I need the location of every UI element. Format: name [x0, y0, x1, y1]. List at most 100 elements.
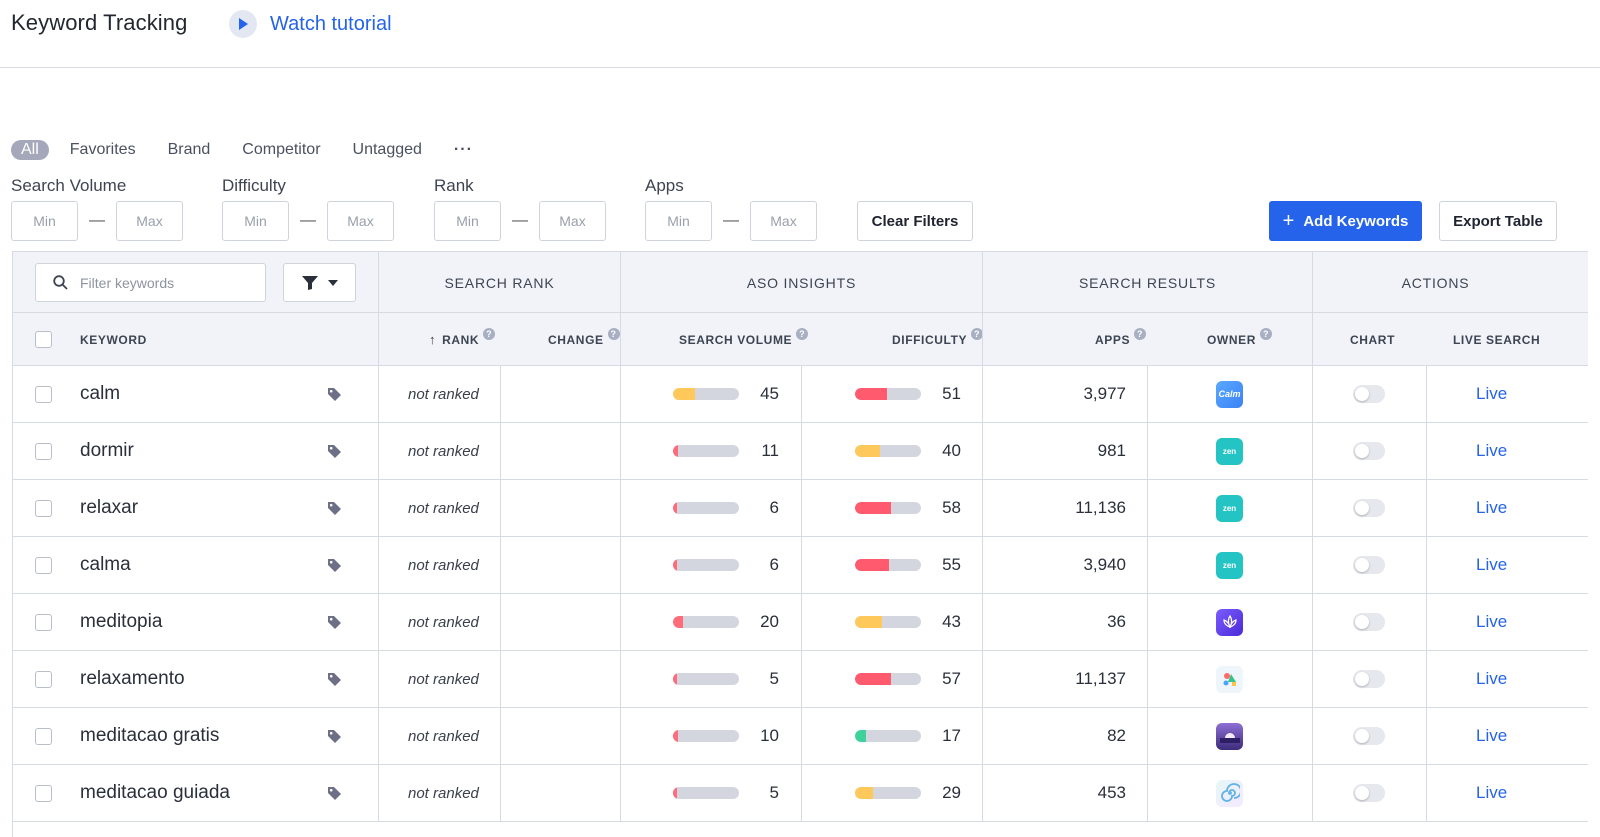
- difficulty-bar-fill: [855, 388, 887, 400]
- chart-toggle[interactable]: [1353, 784, 1385, 802]
- play-icon: [229, 10, 257, 38]
- tag-icon[interactable]: [327, 651, 342, 707]
- col-rank[interactable]: ↑ RANK ?: [429, 313, 496, 366]
- row-checkbox[interactable]: [35, 614, 52, 631]
- tag-icon[interactable]: [327, 708, 342, 764]
- apps-max-input[interactable]: [750, 201, 817, 241]
- chart-toggle[interactable]: [1353, 613, 1385, 631]
- tag-all[interactable]: All: [11, 140, 49, 160]
- chart-toggle[interactable]: [1353, 727, 1385, 745]
- col-apps[interactable]: APPS ?: [1095, 313, 1147, 366]
- rank-value: not ranked: [408, 499, 479, 517]
- live-search-link[interactable]: Live: [1476, 555, 1508, 574]
- chart-toggle[interactable]: [1353, 499, 1385, 517]
- row-checkbox[interactable]: [35, 728, 52, 745]
- row-checkbox[interactable]: [35, 500, 52, 517]
- search-volume-min-input[interactable]: [11, 201, 78, 241]
- help-icon[interactable]: ?: [607, 327, 620, 340]
- row-checkbox[interactable]: [35, 443, 52, 460]
- tag-competitor[interactable]: Competitor: [242, 141, 321, 158]
- more-tags-button[interactable]: ···: [453, 141, 473, 158]
- col-change[interactable]: CHANGE ?: [548, 313, 620, 366]
- table-row[interactable]: meditacao guiada not ranked 5 29 453 Live: [13, 765, 1588, 822]
- col-owner[interactable]: OWNER ?: [1207, 313, 1272, 366]
- tag-icon[interactable]: [327, 537, 342, 593]
- chart-toggle[interactable]: [1353, 556, 1385, 574]
- tag-icon[interactable]: [327, 765, 342, 821]
- table-row[interactable]: meditacao gratis not ranked 10 17 82 Live: [13, 708, 1588, 765]
- filter-keywords-box[interactable]: [35, 263, 266, 302]
- owner-app-icon[interactable]: [1216, 779, 1243, 807]
- tag-filter-dropdown[interactable]: [283, 263, 356, 302]
- chart-toggle[interactable]: [1353, 442, 1385, 460]
- help-icon[interactable]: ?: [971, 327, 984, 340]
- table-row[interactable]: dormir not ranked 11 40 981 zen Live: [13, 423, 1588, 480]
- owner-icon-label: zen: [1222, 446, 1237, 456]
- clear-filters-label: Clear Filters: [871, 212, 959, 230]
- table-row[interactable]: calm not ranked 45 51 3,977 Calm Live: [13, 366, 1588, 423]
- owner-app-icon[interactable]: [1216, 608, 1243, 636]
- filter-keywords-input[interactable]: [80, 274, 250, 291]
- apps-min-input[interactable]: [645, 201, 712, 241]
- tag-favorites[interactable]: Favorites: [69, 141, 136, 158]
- search-volume-value: 10: [760, 726, 779, 745]
- owner-icon-label: zen: [1222, 560, 1237, 570]
- rank-min-input[interactable]: [434, 201, 501, 241]
- live-search-link[interactable]: Live: [1476, 384, 1508, 403]
- tag-icon[interactable]: [327, 423, 342, 479]
- watch-tutorial-link[interactable]: Watch tutorial: [229, 10, 392, 38]
- difficulty-bar: [855, 559, 921, 571]
- live-search-link[interactable]: Live: [1476, 441, 1508, 460]
- col-search-volume[interactable]: SEARCH VOLUME ?: [679, 313, 809, 366]
- select-all-checkbox[interactable]: [35, 331, 52, 348]
- search-volume-max-input[interactable]: [116, 201, 183, 241]
- chart-toggle[interactable]: [1353, 670, 1385, 688]
- tag-icon[interactable]: [327, 366, 342, 422]
- col-difficulty[interactable]: DIFFICULTY ?: [892, 313, 984, 366]
- live-search-link[interactable]: Live: [1476, 669, 1508, 688]
- difficulty-bar: [855, 673, 921, 685]
- apps-count: 36: [1107, 612, 1126, 631]
- tag-icon[interactable]: [327, 594, 342, 650]
- difficulty-max-input[interactable]: [327, 201, 394, 241]
- col-keyword[interactable]: KEYWORD: [80, 332, 147, 347]
- live-search-link[interactable]: Live: [1476, 783, 1508, 802]
- tag-icon[interactable]: [327, 480, 342, 536]
- help-icon[interactable]: ?: [796, 327, 809, 340]
- page-title: Keyword Tracking: [11, 10, 188, 35]
- chart-toggle[interactable]: [1353, 385, 1385, 403]
- owner-app-icon[interactable]: [1216, 665, 1243, 693]
- owner-app-icon[interactable]: zen: [1216, 437, 1243, 465]
- owner-app-icon[interactable]: Calm: [1216, 380, 1243, 408]
- live-search-link[interactable]: Live: [1476, 612, 1508, 631]
- top-bar: Keyword Tracking Watch tutorial: [0, 0, 1600, 68]
- owner-app-icon[interactable]: [1216, 722, 1243, 750]
- row-checkbox[interactable]: [35, 785, 52, 802]
- row-checkbox[interactable]: [35, 671, 52, 688]
- clear-filters-button[interactable]: Clear Filters: [857, 201, 973, 241]
- group-actions: ACTIONS: [1312, 252, 1558, 313]
- row-checkbox[interactable]: [35, 386, 52, 403]
- table-row[interactable]: relaxamento not ranked 5 57 11,137 Live: [13, 651, 1588, 708]
- rank-max-input[interactable]: [539, 201, 606, 241]
- search-volume-value: 11: [761, 441, 779, 460]
- table-row[interactable]: relaxar not ranked 6 58 11,136 zen Live: [13, 480, 1588, 537]
- difficulty-bar-fill: [855, 673, 891, 685]
- table-row[interactable]: meditopia not ranked 20 43 36 Live: [13, 594, 1588, 651]
- export-table-button[interactable]: Export Table: [1439, 201, 1557, 241]
- row-checkbox[interactable]: [35, 557, 52, 574]
- live-search-link[interactable]: Live: [1476, 726, 1508, 745]
- help-icon[interactable]: ?: [483, 327, 496, 340]
- lotus-icon: [1222, 615, 1237, 629]
- apps-count: 3,977: [1083, 384, 1126, 403]
- add-keywords-button[interactable]: + Add Keywords: [1269, 201, 1422, 241]
- table-row[interactable]: calma not ranked 6 55 3,940 zen Live: [13, 537, 1588, 594]
- owner-app-icon[interactable]: zen: [1216, 494, 1243, 522]
- tag-brand[interactable]: Brand: [167, 141, 211, 158]
- live-search-link[interactable]: Live: [1476, 498, 1508, 517]
- help-icon[interactable]: ?: [1260, 327, 1272, 340]
- tag-untagged[interactable]: Untagged: [352, 141, 422, 158]
- help-icon[interactable]: ?: [1134, 327, 1147, 340]
- owner-app-icon[interactable]: zen: [1216, 551, 1243, 579]
- difficulty-min-input[interactable]: [222, 201, 289, 241]
